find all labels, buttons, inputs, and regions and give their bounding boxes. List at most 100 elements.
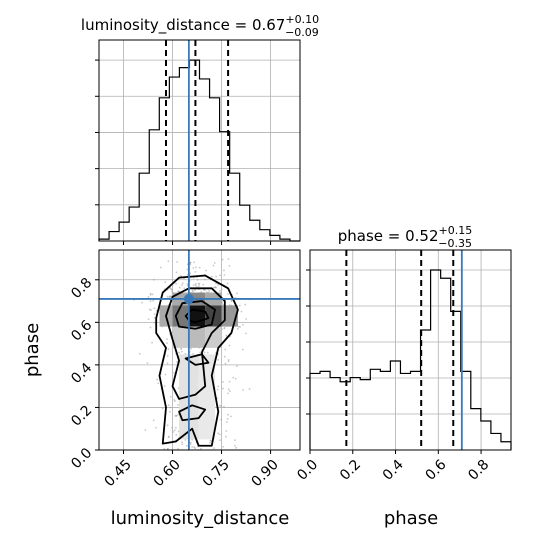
sample-point — [151, 341, 153, 344]
sample-point — [173, 429, 176, 432]
sample-point — [195, 266, 197, 269]
x-tick-label: 0.45 — [101, 457, 134, 490]
x-tick-label: 0.6 — [423, 457, 450, 484]
sample-point — [198, 283, 201, 286]
contour-line — [178, 404, 207, 422]
sample-point — [169, 395, 172, 398]
sample-point — [225, 430, 228, 432]
density-heatmap — [159, 292, 238, 440]
sample-point — [194, 447, 196, 450]
sample-point — [156, 378, 159, 381]
sample-point — [226, 421, 228, 423]
sample-point — [213, 262, 216, 264]
sample-point — [221, 258, 224, 261]
sample-point — [166, 424, 169, 427]
sample-point — [236, 292, 238, 295]
sample-point — [149, 293, 152, 296]
title-main: phase = 0.52 — [338, 227, 439, 245]
sample-point — [157, 382, 160, 385]
sample-point — [175, 433, 178, 436]
sample-point — [215, 282, 218, 285]
sample-point — [219, 290, 221, 292]
density-cell — [172, 326, 189, 348]
sample-point — [232, 376, 235, 379]
sample-point — [197, 285, 200, 288]
sample-point — [205, 269, 208, 272]
sample-point — [167, 404, 170, 406]
sample-point — [177, 448, 179, 450]
y-axis-title-phase: phase — [22, 323, 43, 377]
sample-point — [227, 293, 229, 295]
sample-point — [217, 432, 220, 435]
sample-point — [166, 295, 169, 298]
sample-point — [184, 438, 187, 441]
sample-point — [215, 275, 218, 278]
sample-point — [203, 351, 206, 354]
sample-point — [220, 288, 223, 291]
sample-point — [228, 265, 231, 267]
sample-point — [176, 404, 179, 406]
sample-point — [203, 278, 206, 281]
sample-point — [150, 309, 152, 312]
x-tick-label: 0.4 — [380, 457, 407, 484]
contour-line — [184, 353, 210, 366]
joint-density-panel: 0.45 0.60 0.75 0.90 0.0 0.2 0.4 0.6 0.8 luminosi… — [22, 249, 301, 529]
sample-point — [244, 303, 247, 306]
sample-point — [166, 448, 169, 450]
sample-point — [166, 355, 169, 357]
quantile-and-truth-lines — [165, 40, 230, 241]
tick-marks — [95, 59, 272, 245]
panel-frame — [309, 249, 512, 451]
sample-point — [230, 415, 232, 418]
sample-point — [138, 352, 141, 355]
sample-point — [219, 274, 222, 277]
sample-point — [192, 290, 195, 293]
sample-point — [226, 417, 229, 420]
sample-point — [166, 338, 168, 341]
sample-point — [227, 388, 230, 391]
sample-point — [219, 404, 221, 407]
y-tick-label: 0.8 — [68, 275, 95, 302]
sample-point — [234, 439, 236, 442]
sample-point — [185, 444, 188, 447]
sample-point — [221, 300, 223, 303]
sample-point — [161, 407, 164, 410]
sample-point — [223, 405, 225, 408]
sample-point — [242, 323, 244, 326]
sample-point — [169, 406, 172, 409]
sample-point — [189, 443, 192, 445]
y-tick-label: 0.0 — [68, 445, 95, 472]
sample-point — [175, 426, 177, 429]
sample-point — [216, 388, 219, 391]
sample-point — [228, 380, 231, 383]
luminosity-distance-title: luminosity_distance = 0.67+0.10 −0.09 — [81, 13, 319, 39]
sample-point — [163, 448, 166, 450]
luminosity-distance-histogram-panel: luminosity_distance = 0.67+0.10 −0.09 — [81, 13, 319, 245]
sample-point — [248, 388, 251, 390]
sample-point — [166, 342, 168, 345]
sample-point — [147, 296, 150, 298]
density-cell — [188, 326, 206, 348]
sample-point — [146, 362, 149, 364]
panel-frame — [98, 39, 301, 242]
sample-point — [202, 283, 205, 286]
title-main: luminosity_distance = 0.67 — [81, 16, 285, 35]
sample-point — [177, 430, 180, 433]
density-cell — [205, 326, 222, 348]
sample-point — [192, 284, 195, 287]
sample-point — [212, 286, 215, 289]
contour-line — [174, 300, 216, 330]
sample-point — [178, 286, 181, 289]
sample-point — [225, 334, 228, 337]
sample-point — [227, 413, 229, 416]
contour-line — [165, 287, 226, 400]
y-tick-label: 0.4 — [68, 360, 95, 387]
sample-point — [227, 359, 230, 361]
sample-point — [141, 301, 143, 304]
x-axis-title-phase: phase — [384, 508, 438, 529]
sample-point — [228, 344, 231, 347]
sample-point — [221, 380, 224, 383]
sample-point — [223, 327, 226, 330]
sample-point — [152, 299, 155, 302]
panel-frame — [98, 249, 301, 451]
